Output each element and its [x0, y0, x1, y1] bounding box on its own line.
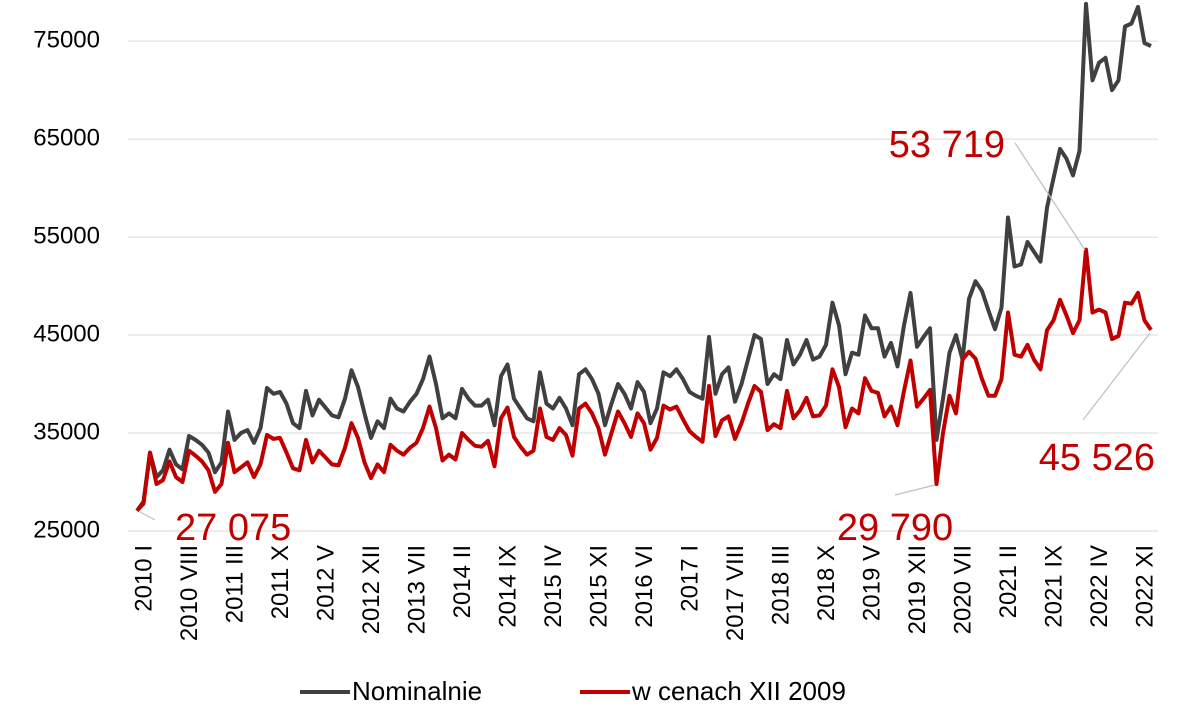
x-tick-label: 2022 XI: [1131, 545, 1158, 628]
x-tick-label: 2014 IX: [494, 545, 521, 628]
x-tick-label: 2013 VII: [403, 545, 430, 634]
x-tick-label: 2022 IV: [1086, 545, 1113, 628]
annotation-leader: [1014, 142, 1086, 251]
x-tick-label: 2018 X: [813, 545, 840, 621]
annotation-leader: [139, 511, 156, 521]
series-line: [135, 1, 1152, 512]
x-tick-label: 2021 II: [995, 545, 1022, 618]
y-tick-label: 75000: [33, 26, 100, 53]
x-tick-label: 2011 III: [221, 545, 248, 623]
x-tick-label: 2015 XI: [585, 545, 612, 628]
x-tick-label: 2011 X: [267, 545, 294, 619]
annotation: 29 790: [837, 507, 953, 549]
x-tick-label: 2012 V: [312, 545, 339, 621]
x-tick-label: 2010 I: [130, 545, 157, 612]
x-tick-label: 2020 VII: [949, 545, 976, 634]
x-tick-label: 2019 XII: [904, 545, 931, 634]
x-tick-label: 2021 IX: [1040, 545, 1067, 628]
x-tick-label: 2016 VI: [631, 545, 658, 628]
x-tick-label: 2014 II: [449, 545, 476, 618]
annotation: 53 719: [889, 124, 1005, 166]
annotation-leader: [894, 484, 936, 496]
annotation-leader: [1082, 332, 1151, 421]
x-tick-label: 2012 XII: [358, 545, 385, 634]
annotation: 45 526: [1039, 437, 1155, 479]
x-tick-label: 2019 V: [858, 545, 885, 621]
x-tick-label: 2010 VIII: [176, 545, 203, 641]
x-tick-label: 2018 III: [767, 545, 794, 625]
legend-label: w cenach XII 2009: [631, 676, 846, 706]
x-tick-label: 2017 I: [676, 545, 703, 612]
x-tick-label: 2017 VIII: [722, 545, 749, 641]
y-tick-label: 45000: [33, 320, 100, 347]
annotation: 27 075: [175, 507, 291, 549]
legend-label: Nominalnie: [352, 676, 482, 706]
y-tick-label: 65000: [33, 124, 100, 151]
x-tick-label: 2015 IV: [540, 545, 567, 628]
y-tick-label: 25000: [33, 516, 100, 543]
series-line: [135, 247, 1153, 513]
y-tick-label: 55000: [33, 222, 100, 249]
y-tick-label: 35000: [33, 418, 100, 445]
